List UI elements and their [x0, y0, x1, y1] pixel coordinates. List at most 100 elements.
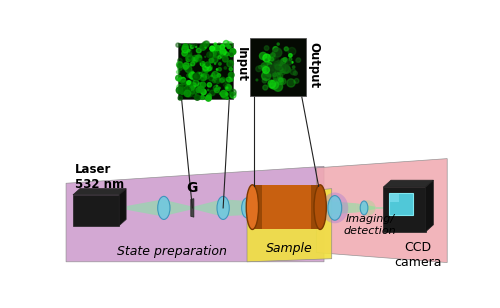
Circle shape [227, 78, 228, 79]
Ellipse shape [314, 185, 326, 229]
Circle shape [270, 80, 278, 89]
Circle shape [223, 40, 229, 46]
Polygon shape [384, 187, 426, 232]
Circle shape [216, 80, 220, 83]
Circle shape [196, 55, 202, 61]
Circle shape [224, 83, 226, 87]
Circle shape [220, 51, 224, 56]
Circle shape [229, 74, 232, 76]
Circle shape [216, 46, 220, 50]
Circle shape [200, 62, 204, 66]
Circle shape [194, 44, 197, 47]
Circle shape [260, 52, 266, 60]
Circle shape [280, 59, 286, 64]
Circle shape [218, 63, 222, 65]
Circle shape [184, 90, 190, 97]
Circle shape [210, 51, 216, 56]
Circle shape [258, 66, 262, 69]
Circle shape [227, 45, 230, 49]
Circle shape [264, 68, 274, 77]
Circle shape [288, 54, 292, 57]
Circle shape [180, 77, 186, 82]
Polygon shape [252, 185, 262, 229]
Polygon shape [356, 203, 376, 213]
Circle shape [186, 92, 190, 97]
Circle shape [218, 67, 222, 71]
Circle shape [282, 64, 288, 71]
FancyBboxPatch shape [390, 194, 400, 202]
Circle shape [189, 85, 194, 90]
Circle shape [176, 62, 182, 68]
Polygon shape [376, 207, 398, 209]
Ellipse shape [322, 192, 348, 223]
Circle shape [198, 83, 203, 88]
Circle shape [200, 44, 205, 49]
Circle shape [193, 96, 194, 97]
Circle shape [193, 80, 199, 86]
Circle shape [274, 82, 282, 91]
Circle shape [267, 65, 275, 73]
Circle shape [210, 51, 216, 58]
Circle shape [276, 68, 280, 72]
Circle shape [189, 53, 192, 56]
Circle shape [212, 79, 216, 83]
Circle shape [287, 79, 295, 87]
Circle shape [178, 78, 180, 80]
Circle shape [277, 43, 280, 45]
Circle shape [222, 92, 228, 99]
Polygon shape [191, 199, 194, 217]
Circle shape [193, 73, 200, 80]
Circle shape [275, 64, 280, 69]
Circle shape [186, 55, 193, 61]
Circle shape [187, 49, 190, 52]
Circle shape [282, 66, 290, 73]
Circle shape [280, 64, 289, 73]
Circle shape [194, 86, 196, 87]
Circle shape [187, 74, 190, 77]
Ellipse shape [158, 197, 170, 219]
Circle shape [209, 76, 214, 81]
Circle shape [284, 47, 288, 51]
Text: State preparation: State preparation [116, 245, 226, 257]
Circle shape [276, 67, 280, 71]
Circle shape [280, 69, 285, 75]
Circle shape [273, 47, 278, 52]
Circle shape [192, 88, 198, 94]
Circle shape [264, 46, 269, 50]
Circle shape [296, 58, 300, 62]
Circle shape [202, 78, 203, 79]
Circle shape [275, 66, 280, 71]
Circle shape [189, 85, 190, 86]
Circle shape [187, 81, 190, 85]
Circle shape [206, 63, 210, 67]
Circle shape [220, 77, 225, 82]
Circle shape [201, 79, 202, 80]
Circle shape [294, 81, 296, 83]
Circle shape [261, 63, 270, 71]
Circle shape [226, 93, 228, 95]
Polygon shape [127, 200, 162, 216]
Circle shape [222, 92, 226, 96]
Circle shape [192, 55, 198, 62]
Circle shape [214, 85, 219, 91]
Circle shape [268, 54, 276, 61]
Polygon shape [311, 185, 320, 229]
Circle shape [214, 46, 220, 51]
Circle shape [198, 59, 202, 62]
Circle shape [226, 87, 228, 89]
Circle shape [196, 87, 202, 93]
Circle shape [185, 66, 192, 73]
Ellipse shape [242, 198, 252, 218]
Circle shape [218, 43, 221, 46]
Circle shape [186, 56, 190, 60]
Ellipse shape [360, 201, 368, 215]
Circle shape [272, 72, 276, 77]
Circle shape [292, 66, 295, 68]
Circle shape [276, 77, 283, 84]
Circle shape [208, 89, 209, 91]
Circle shape [289, 58, 292, 61]
Circle shape [268, 80, 273, 85]
Circle shape [217, 74, 220, 77]
Circle shape [206, 52, 212, 58]
Circle shape [201, 78, 205, 82]
